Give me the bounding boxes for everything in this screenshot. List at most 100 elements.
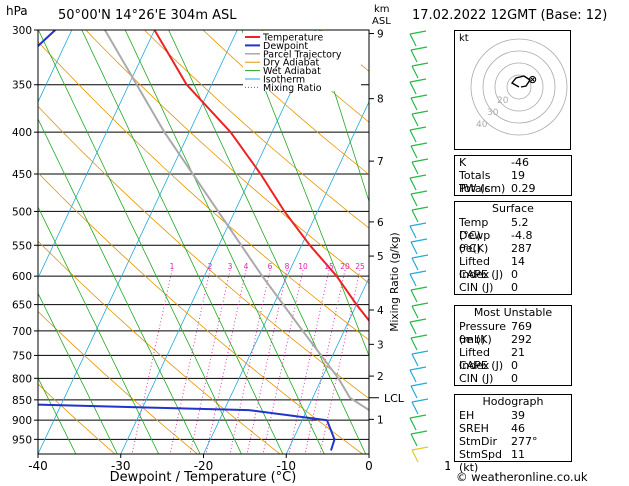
surface-row: θe(K) 287 [459, 242, 532, 255]
hodograph-row: StmDir 277° [459, 435, 538, 448]
wind-barb-icon [411, 257, 419, 271]
mixing-ratio-axis-label: Mixing Ratio (g/kg) [389, 232, 401, 331]
surface-row: Lifted Index 14 [459, 255, 525, 281]
km-tick-label: 8 [377, 94, 384, 106]
legend-entry: Isotherm [263, 75, 305, 86]
wind-barb-icon [411, 350, 429, 355]
wind-barb-icon [409, 414, 427, 419]
wind-barb-icon [410, 286, 428, 291]
surface-table: Surface Temp (°C) 5.2 Dewp (°C) -4.8 θe(K)… [454, 201, 572, 295]
dry-adiabat-line [85, 30, 369, 284]
dry-adiabat-line [38, 240, 281, 454]
wet-adiabat-line [124, 30, 325, 454]
wet-adiabat-line [38, 30, 242, 454]
pressure-tick-label: 900 [12, 415, 32, 427]
hodograph-table-title: Hodograph [482, 395, 544, 408]
wet-adiabat-line [38, 377, 77, 454]
temp-tick-label: 0 [365, 459, 373, 473]
wind-barb-icon [409, 273, 417, 287]
index-row: Totals Totals 19 [459, 169, 525, 195]
temp-tick-label: -20 [194, 459, 214, 473]
pressure-tick-label: 300 [12, 25, 32, 37]
location-title: 50°00'N 14°26'E 304m ASL [58, 8, 237, 23]
km-tick-label: 6 [377, 217, 384, 229]
mixing-ratio-label: 4 [244, 262, 249, 271]
hodograph-row: StmSpd (kt) 11 [459, 448, 525, 474]
mixing-ratio-label: 15 [324, 262, 334, 271]
wind-barb-icon [409, 366, 427, 371]
hodo-ring-40 [470, 38, 568, 136]
wind-barb-icon [410, 97, 418, 111]
hodograph: kt 20 30 40 ⊗ [454, 30, 571, 150]
dry-adiabat-line [38, 41, 369, 341]
wind-barb-icon [411, 110, 429, 115]
mixing-ratio-label: 3 [228, 262, 233, 271]
mixing-ratio-label: 1 [170, 262, 175, 271]
wind-barb-icon [411, 398, 429, 403]
km-tick-label: 5 [377, 251, 384, 263]
most-unstable-row: CIN (J) 0 [459, 372, 518, 385]
wet-adiabat-line [38, 118, 201, 454]
pressure-tick-label: 800 [12, 373, 32, 385]
mixing-ratio-line [262, 269, 304, 454]
wind-barb-icon [409, 33, 417, 47]
hodo-ring-20 [494, 62, 544, 112]
wind-barb-icon [409, 321, 417, 335]
mixing-ratio-label: 25 [355, 262, 365, 271]
wind-barb-icon [411, 113, 419, 127]
wind-barb-icon [410, 145, 418, 159]
copyright-footer: © weatheronline.co.uk [456, 470, 588, 484]
temp-tick-label: -30 [111, 459, 131, 473]
hpa-unit-label: hPa [6, 4, 28, 18]
hodo-trace [510, 75, 531, 88]
wind-barb-icon [411, 305, 419, 319]
most-unstable-title: Most Unstable [473, 306, 553, 319]
wind-barb-icon [409, 81, 417, 95]
profile-lines [38, 30, 369, 451]
isotherm-line [38, 30, 73, 103]
isotherm-line [285, 276, 369, 454]
mixing-ratio-line [205, 269, 247, 454]
indices-table: K -46 Totals Totals 19 PW (cm) 0.29 [454, 155, 572, 196]
wind-barb-icon [410, 46, 428, 51]
wind-barb-icon [410, 238, 428, 243]
pressure-tick-label: 600 [12, 271, 32, 283]
km-tick-label: 4 [377, 305, 384, 317]
wind-barb-icon [411, 353, 419, 367]
isotherm-line [120, 30, 321, 454]
dry-adiabat-line [144, 30, 369, 229]
most-unstable-table: Most Unstable Pressure (mb) 769 θe (K) 292… [454, 305, 572, 386]
wind-barb-icon [410, 433, 418, 447]
dry-adiabat-line [38, 310, 199, 454]
wind-barb-icon [411, 401, 419, 415]
hodo-ring-label-40: 40 [476, 120, 488, 130]
wind-barb-icon [410, 430, 428, 435]
wind-barb-icon [410, 382, 428, 387]
temperature-line [153, 30, 369, 323]
wet-adiabat-line [168, 30, 367, 454]
pressure-tick-label: 450 [12, 169, 32, 181]
wind-barb-icon [409, 225, 417, 239]
mixing-ratio-line [229, 269, 271, 454]
wind-barb-icon [410, 193, 418, 207]
pressure-tick-label: 950 [12, 434, 32, 446]
mixing-ratio-label: 20 [340, 262, 350, 271]
surface-row: CAPE (J) 0 [459, 268, 518, 281]
pressure-tick-label: 750 [12, 350, 32, 362]
legend-entry: Dewpoint [263, 41, 308, 52]
legend-entry: Wet Adiabat [263, 66, 321, 77]
mixing-ratio-label: 6 [268, 262, 273, 271]
wind-barb-icon [411, 254, 429, 259]
wind-barb-icon [409, 174, 427, 179]
wind-barb-icon [409, 78, 427, 83]
wind-barb-icon [411, 209, 419, 223]
most-unstable-row: Pressure (mb) 769 [459, 320, 532, 346]
mixing-ratio-label: 8 [285, 262, 290, 271]
hodograph-table: Hodograph EH 39 SREH 46 StmDir 277° StmSpd … [454, 394, 572, 474]
surface-title: Surface [492, 202, 534, 215]
legend-entry: Dry Adiabat [263, 58, 320, 69]
km-tick-label: 1 [377, 414, 384, 426]
wind-barb-icon [410, 142, 428, 147]
wind-barb-icon [410, 94, 428, 99]
